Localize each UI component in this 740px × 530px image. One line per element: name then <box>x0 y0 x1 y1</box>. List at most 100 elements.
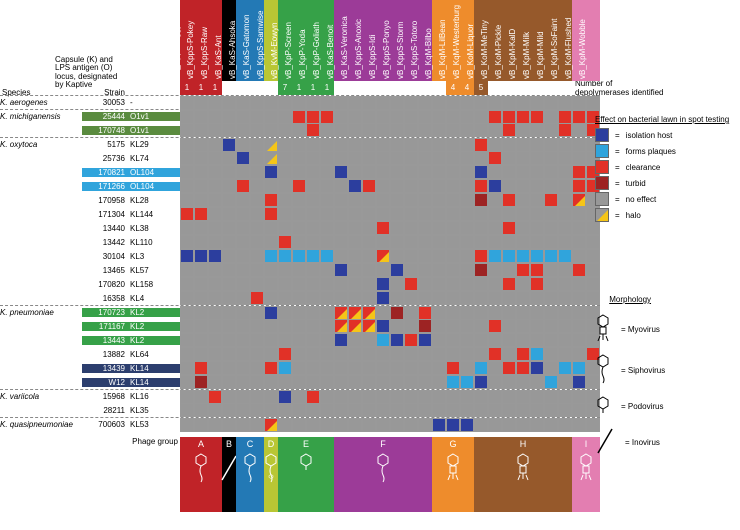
heatmap-cell <box>180 193 194 207</box>
heatmap-cell <box>376 347 390 361</box>
heatmap-cell <box>432 221 446 235</box>
heatmap-cell <box>488 347 502 361</box>
heatmap-cell <box>544 165 558 179</box>
heatmap-cell <box>306 263 320 277</box>
heatmap-cell <box>390 319 404 333</box>
heatmap-cell <box>362 333 376 347</box>
heatmap-cell <box>558 179 572 193</box>
table-row: 170820KL158 <box>0 277 600 291</box>
heatmap-cell <box>586 249 600 263</box>
table-row: K. variicola15968KL16 <box>0 389 600 403</box>
heatmap-cell <box>460 110 474 124</box>
heatmap-cell <box>376 110 390 124</box>
heatmap-cell <box>474 418 488 432</box>
heatmap-cell <box>488 151 502 165</box>
phage-group-cell: F <box>334 437 432 512</box>
heatmap-cell <box>572 347 586 361</box>
heatmap-cell <box>250 235 264 249</box>
heatmap-cell <box>530 390 544 404</box>
heatmap-cell <box>194 207 208 221</box>
heatmap-cell <box>558 123 572 137</box>
heatmap-cell <box>264 110 278 124</box>
heatmap-cell <box>502 123 516 137</box>
heatmap-cell <box>376 375 390 389</box>
heatmap-cell <box>516 375 530 389</box>
heatmap-cell <box>222 333 236 347</box>
heatmap-cell <box>348 319 362 333</box>
heatmap-cell <box>460 361 474 375</box>
heatmap-cell <box>558 249 572 263</box>
heatmap-cell <box>306 390 320 404</box>
heatmap-cell <box>460 207 474 221</box>
heatmap-cell <box>222 306 236 320</box>
heatmap-cell <box>208 249 222 263</box>
heatmap-cell <box>516 165 530 179</box>
heatmap-cell <box>334 165 348 179</box>
heatmap-cell <box>208 333 222 347</box>
heatmap-cell <box>292 207 306 221</box>
heatmap-cell <box>250 193 264 207</box>
heatmap-cell <box>502 306 516 320</box>
table-row: 13882KL64 <box>0 347 600 361</box>
heatmap-cell <box>488 263 502 277</box>
heatmap-cell <box>320 319 334 333</box>
heatmap-cell <box>222 123 236 137</box>
heatmap-cell <box>278 235 292 249</box>
heatmap-cell <box>208 165 222 179</box>
heatmap-cell <box>292 319 306 333</box>
heatmap-cell <box>376 235 390 249</box>
locus-cell: KL28 <box>127 196 180 205</box>
heatmap-cell <box>544 361 558 375</box>
heatmap-cell <box>460 277 474 291</box>
table-row: 171167KL2 <box>0 319 600 333</box>
heatmap-cell <box>390 306 404 320</box>
heatmap-cell <box>320 138 334 152</box>
heatmap-cell <box>502 418 516 432</box>
heatmap-cell <box>390 151 404 165</box>
heatmap-cell <box>334 151 348 165</box>
heatmap-cell <box>502 193 516 207</box>
heatmap-cell <box>320 123 334 137</box>
heatmap-cell <box>180 138 194 152</box>
heatmap-cell <box>516 249 530 263</box>
heatmap-cell <box>460 151 474 165</box>
heatmap-cell <box>334 110 348 124</box>
strain-cell: 700603 <box>82 420 127 429</box>
table-row: 13465KL57 <box>0 263 600 277</box>
heatmap-cell <box>334 390 348 404</box>
heatmap-cell <box>250 375 264 389</box>
heatmap-cell <box>264 403 278 417</box>
heatmap-cell <box>320 390 334 404</box>
heatmap-cell <box>376 319 390 333</box>
heatmap-cell <box>544 179 558 193</box>
heatmap-cell <box>376 165 390 179</box>
heatmap-cell <box>474 347 488 361</box>
heatmap-cell <box>334 277 348 291</box>
heatmap-cell <box>404 110 418 124</box>
heatmap-cell <box>250 333 264 347</box>
heatmap-cell <box>194 96 208 110</box>
heatmap-cell <box>530 291 544 305</box>
heatmap-cell <box>446 418 460 432</box>
heatmap-cell <box>446 110 460 124</box>
heatmap-cell <box>236 207 250 221</box>
heatmap-cell <box>362 151 376 165</box>
heatmap-cell <box>194 375 208 389</box>
heatmap-cell <box>404 138 418 152</box>
heatmap-cell <box>348 403 362 417</box>
species-cell: K. quasipneumoniae <box>0 420 82 429</box>
heatmap-cell <box>194 110 208 124</box>
heatmap-cell <box>418 390 432 404</box>
heatmap-cell <box>502 138 516 152</box>
heatmap-cell <box>194 151 208 165</box>
heatmap-cell <box>194 221 208 235</box>
heatmap-cell <box>390 361 404 375</box>
heatmap-cell <box>544 333 558 347</box>
heatmap-cell <box>544 403 558 417</box>
heatmap-cell <box>404 333 418 347</box>
locus-cell: KL16 <box>127 392 180 401</box>
heatmap-cell <box>236 403 250 417</box>
strain-cell: 25444 <box>82 112 127 121</box>
heatmap-cell <box>236 263 250 277</box>
heatmap-cell <box>236 418 250 432</box>
